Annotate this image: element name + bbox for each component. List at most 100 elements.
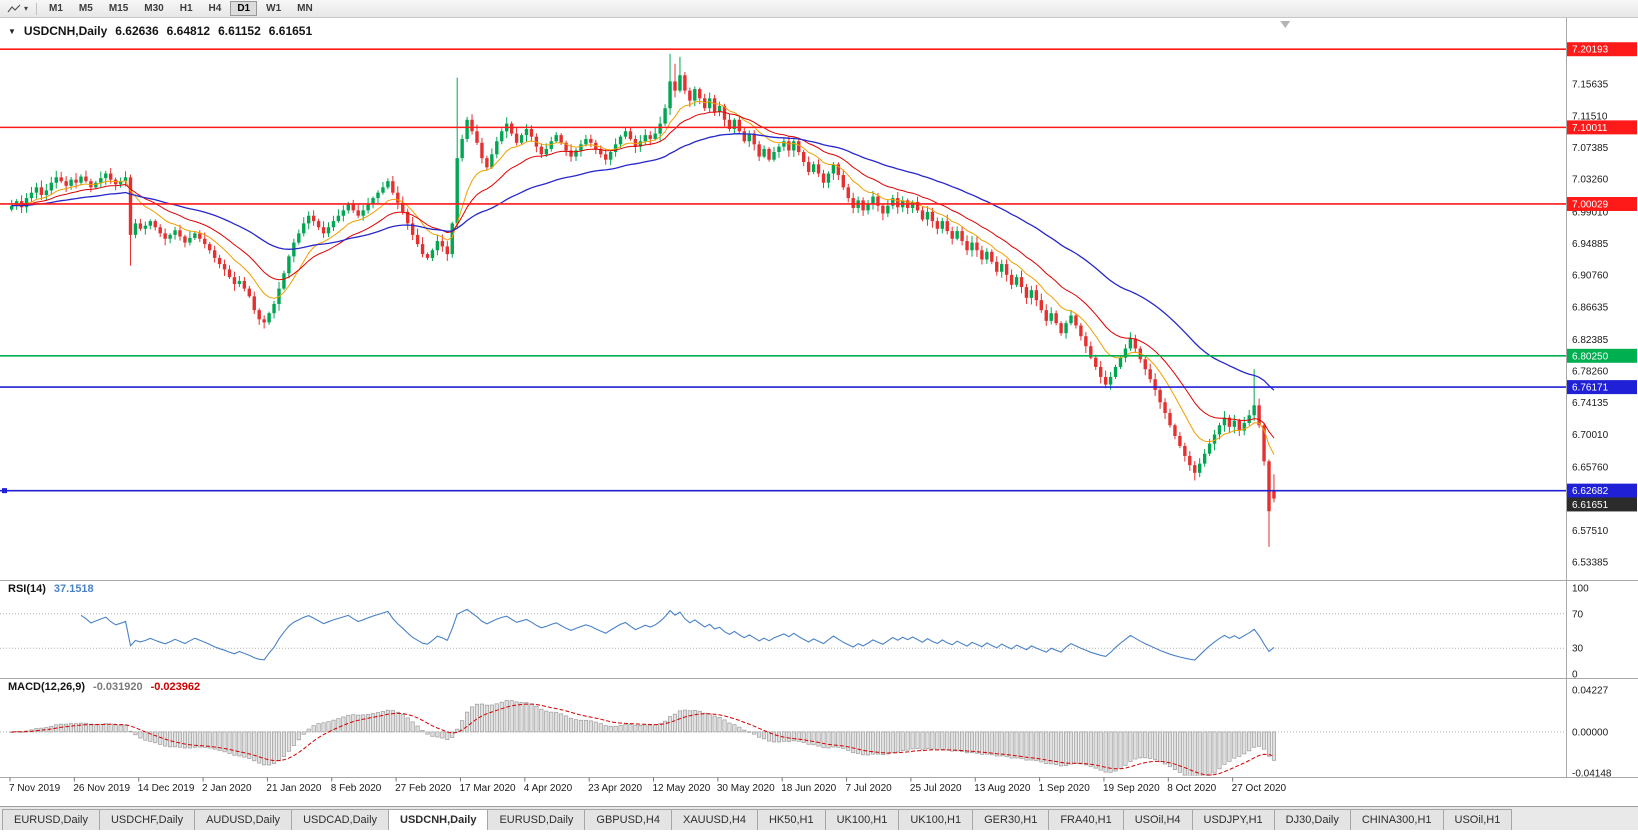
time-axis-label: 19 Sep 2020 bbox=[1103, 783, 1160, 794]
chart-ohlc-readout: ▼ USDCNH,Daily 6.62636 6.64812 6.61152 6… bbox=[8, 24, 312, 38]
chart-tab-usoil-h1[interactable]: USOil,H1 bbox=[1442, 809, 1513, 830]
quote-low: 6.61152 bbox=[218, 24, 261, 38]
macd-header: MACD(12,26,9) -0.031920 -0.023962 bbox=[8, 681, 200, 693]
timeframe-button-m30[interactable]: M30 bbox=[137, 1, 170, 16]
price-axis-label: 6.74135 bbox=[1572, 398, 1609, 409]
rsi-axis-label: 0 bbox=[1572, 670, 1578, 681]
chart-tab-china300-h1[interactable]: CHINA300,H1 bbox=[1349, 809, 1444, 830]
price-axis-label: 6.57510 bbox=[1572, 526, 1609, 537]
price-axis-label: 7.15635 bbox=[1572, 80, 1609, 91]
chart-tab-eurusd-daily[interactable]: EURUSD,Daily bbox=[487, 809, 586, 830]
time-axis-label: 8 Oct 2020 bbox=[1167, 783, 1216, 794]
time-axis-label: 21 Jan 2020 bbox=[266, 783, 321, 794]
quote-close: 6.61651 bbox=[268, 24, 313, 38]
chart-tab-audusd-daily[interactable]: AUDUSD,Daily bbox=[194, 809, 293, 830]
chart-tab-usdjpy-h1[interactable]: USDJPY,H1 bbox=[1191, 809, 1275, 830]
chart-tab-usdchf-daily[interactable]: USDCHF,Daily bbox=[98, 809, 196, 830]
time-axis-label: 4 Apr 2020 bbox=[524, 783, 573, 794]
timeframe-button-m1[interactable]: M1 bbox=[42, 1, 70, 16]
ma-10-line bbox=[11, 100, 1275, 455]
line-chart-icon bbox=[7, 4, 21, 12]
svg-text:6.62682: 6.62682 bbox=[1572, 486, 1609, 497]
macd-signal-value: -0.023962 bbox=[150, 681, 201, 693]
price-axis-label: 6.78260 bbox=[1572, 367, 1609, 378]
macd-signal-line bbox=[11, 703, 1275, 776]
svg-text:7.10011: 7.10011 bbox=[1572, 123, 1608, 134]
chart-mode-dropdown[interactable]: ▾ bbox=[3, 1, 32, 17]
price-level-lines bbox=[0, 48, 1566, 494]
price-axis-label: 7.11510 bbox=[1572, 111, 1608, 122]
time-axis-label: 13 Aug 2020 bbox=[974, 783, 1031, 794]
time-axis-label: 27 Feb 2020 bbox=[395, 783, 452, 794]
timeframe-toolbar: ▾ M1 M5 M15 M30 H1 H4 D1 W1 MN bbox=[0, 0, 1638, 18]
ma-50-line bbox=[11, 133, 1275, 391]
chart-frame bbox=[0, 18, 1638, 778]
chart-tab-gbpusd-h4[interactable]: GBPUSD,H4 bbox=[584, 809, 672, 830]
chart-symbol-period: USDCNH,Daily bbox=[23, 24, 108, 38]
rsi-panel: 100 70 30 0 bbox=[0, 584, 1589, 681]
chart-tab-hk50-h1[interactable]: HK50,H1 bbox=[756, 809, 826, 830]
chart-tab-xauusd-h4[interactable]: XAUUSD,H4 bbox=[670, 809, 758, 830]
time-axis-label: 7 Jul 2020 bbox=[846, 783, 893, 794]
macd-histogram bbox=[9, 700, 1277, 776]
quote-open: 6.62636 bbox=[115, 24, 159, 38]
chart-tab-usdcnh-daily[interactable]: USDCNH,Daily bbox=[388, 809, 489, 830]
chart-tab-usoil-h4[interactable]: USOil,H4 bbox=[1122, 809, 1193, 830]
line-anchor-handle[interactable] bbox=[2, 488, 7, 494]
svg-text:6.80250: 6.80250 bbox=[1572, 351, 1609, 362]
chart-window: 7.15635 7.11510 7.07385 7.03260 6.99010 6.948… bbox=[0, 18, 1638, 801]
price-axis-label: 6.82385 bbox=[1572, 335, 1609, 346]
time-axis-label: 1 Sep 2020 bbox=[1039, 783, 1091, 794]
svg-text:7.20193: 7.20193 bbox=[1572, 45, 1609, 56]
macd-axis-label: 0.04227 bbox=[1572, 686, 1609, 697]
macd-panel: 0.04227 0.00000 -0.04148 bbox=[0, 686, 1612, 780]
chart-tab-fra40-h1[interactable]: FRA40,H1 bbox=[1048, 809, 1124, 830]
rsi-header: RSI(14) 37.1518 bbox=[8, 583, 94, 595]
time-axis: 7 Nov 2019 26 Nov 2019 14 Dec 2019 2 Jan 20… bbox=[9, 777, 1287, 794]
timeframe-button-m5[interactable]: M5 bbox=[72, 1, 100, 16]
timeframe-button-w1[interactable]: W1 bbox=[259, 1, 288, 16]
macd-main-value: -0.031920 bbox=[93, 681, 143, 693]
macd-axis-label: 0.00000 bbox=[1572, 727, 1609, 738]
time-axis-label: 26 Nov 2019 bbox=[73, 783, 130, 794]
chart-tab-usdcad-daily[interactable]: USDCAD,Daily bbox=[291, 809, 390, 830]
time-axis-label: 23 Apr 2020 bbox=[588, 783, 642, 794]
chart-tab-dj30-daily[interactable]: DJ30,Daily bbox=[1273, 809, 1351, 830]
time-axis-label: 8 Feb 2020 bbox=[331, 783, 382, 794]
collapse-indicator-icon[interactable]: ▼ bbox=[8, 26, 16, 36]
time-axis-label: 27 Oct 2020 bbox=[1232, 783, 1287, 794]
rsi-axis-label: 30 bbox=[1572, 644, 1584, 655]
time-axis-label: 17 Mar 2020 bbox=[459, 783, 516, 794]
rsi-axis-label: 100 bbox=[1572, 584, 1589, 595]
chart-tab-eurusd-daily[interactable]: EURUSD,Daily bbox=[2, 809, 100, 830]
rsi-line bbox=[80, 608, 1275, 661]
timeframe-button-h4[interactable]: H4 bbox=[202, 1, 229, 16]
time-axis-label: 30 May 2020 bbox=[717, 783, 775, 794]
rsi-label: RSI(14) bbox=[8, 583, 46, 595]
time-axis-label: 18 Jun 2020 bbox=[781, 783, 836, 794]
price-axis-tags: 7.20193 7.10011 7.00029 6.80250 6.76171 6.626… bbox=[1567, 42, 1637, 512]
price-axis-label: 6.90760 bbox=[1572, 271, 1609, 282]
timeframe-button-m15[interactable]: M15 bbox=[102, 1, 135, 16]
chart-tab-uk100-h1[interactable]: UK100,H1 bbox=[824, 809, 900, 830]
time-axis-label: 2 Jan 2020 bbox=[202, 783, 252, 794]
price-axis-label: 6.99010 bbox=[1572, 207, 1609, 218]
ma-20-line bbox=[11, 111, 1275, 439]
timeframe-button-mn[interactable]: MN bbox=[290, 1, 320, 16]
timeframe-button-h1[interactable]: H1 bbox=[173, 1, 200, 16]
timeframe-button-d1[interactable]: D1 bbox=[230, 1, 258, 16]
price-axis-label: 6.86635 bbox=[1572, 302, 1609, 313]
svg-text:6.76171: 6.76171 bbox=[1572, 383, 1609, 394]
chart-shift-marker[interactable] bbox=[1280, 21, 1291, 28]
macd-label: MACD(12,26,9) bbox=[8, 681, 86, 693]
price-axis-label: 6.65760 bbox=[1572, 463, 1609, 474]
price-axis-label: 6.70010 bbox=[1572, 430, 1609, 441]
chart-canvas[interactable]: 7.15635 7.11510 7.07385 7.03260 6.99010 6.948… bbox=[0, 18, 1638, 801]
rsi-value: 37.1518 bbox=[53, 583, 94, 595]
time-axis-label: 14 Dec 2019 bbox=[138, 783, 195, 794]
price-axis-label: 7.03260 bbox=[1572, 175, 1609, 186]
chart-tab-ger30-h1[interactable]: GER30,H1 bbox=[972, 809, 1050, 830]
price-axis-label: 7.07385 bbox=[1572, 143, 1609, 154]
chart-tab-uk100-h1[interactable]: UK100,H1 bbox=[898, 809, 974, 830]
candlestick-series bbox=[10, 53, 1276, 547]
